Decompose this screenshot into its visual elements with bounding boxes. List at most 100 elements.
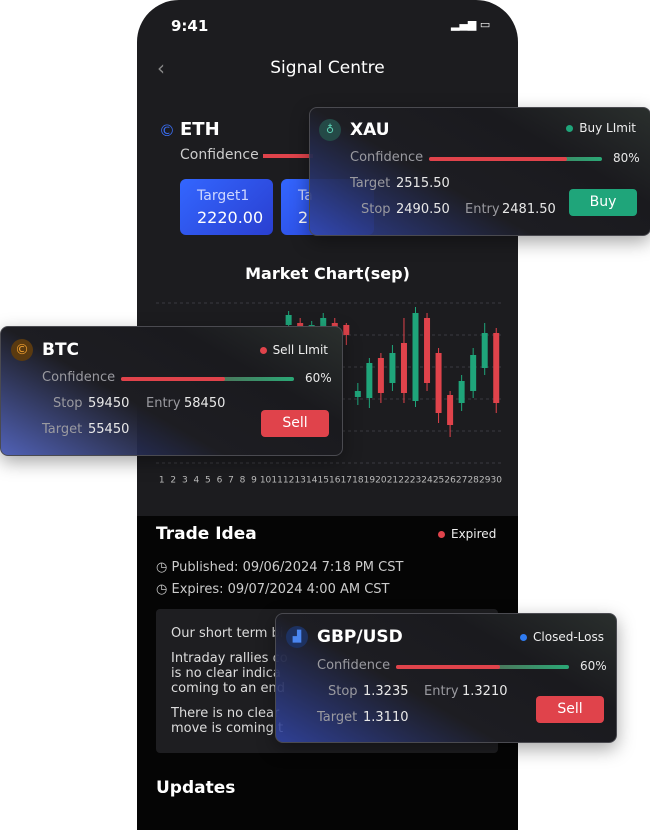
- x-tick-label: 14: [306, 476, 318, 486]
- stop-value: 1.3235: [363, 684, 409, 699]
- x-tick-label: 17: [341, 476, 352, 486]
- confidence-track: [429, 157, 602, 161]
- symbol-icon: ©: [11, 339, 33, 361]
- entry-label: Entry: [146, 396, 181, 411]
- target-label: Target: [350, 176, 391, 191]
- candle-body: [343, 325, 350, 335]
- x-tick-label: 29: [479, 476, 491, 486]
- idea-line: is no clear indica: [171, 666, 281, 681]
- x-tick-label: 6: [217, 476, 223, 486]
- symbol-icon: ▟: [286, 626, 308, 648]
- target-value: 2515.50: [396, 176, 450, 191]
- confidence-value: 60%: [580, 659, 607, 673]
- eth-confidence-bar: [263, 154, 313, 158]
- eth-icon: ©: [159, 121, 175, 140]
- status-text: Expired: [451, 527, 497, 541]
- x-tick-label: 22: [398, 476, 409, 486]
- entry-label: Entry: [424, 684, 459, 699]
- status: Closed-Loss: [520, 630, 604, 644]
- confidence-track: [121, 377, 294, 381]
- candle-body: [389, 353, 396, 383]
- candle-body: [424, 318, 431, 383]
- x-tick-label: 5: [205, 476, 211, 486]
- status-text: Sell LImit: [272, 343, 328, 357]
- x-tick-label: 15: [318, 476, 329, 486]
- status-text: Buy LImit: [579, 121, 636, 135]
- confidence-value: 80%: [613, 151, 640, 165]
- candle-body: [447, 395, 454, 425]
- confidence-value: 60%: [305, 371, 332, 385]
- x-tick-label: 13: [294, 476, 305, 486]
- target-label: Target: [42, 422, 83, 437]
- target-label: Target1: [197, 188, 250, 204]
- target-value: 2: [298, 208, 309, 227]
- x-tick-label: 30: [491, 476, 503, 486]
- x-tick-label: 8: [240, 476, 246, 486]
- candle-body: [435, 353, 442, 413]
- signal-card[interactable]: © BTC Sell LImit Confidence 60% Stop 594…: [0, 326, 343, 456]
- x-tick-label: 19: [364, 476, 376, 486]
- updates-title: Updates: [156, 778, 236, 798]
- idea-line: Intraday rallies co: [171, 651, 288, 666]
- idea-line: Our short term bi: [171, 626, 284, 641]
- header-title: Signal Centre: [270, 58, 385, 78]
- eth-target[interactable]: Target1 2220.00: [180, 179, 273, 235]
- confidence-label: Confidence: [317, 658, 391, 673]
- stop-value: 59450: [88, 396, 130, 411]
- candle-body: [412, 313, 419, 401]
- stop-value: 2490.50: [396, 202, 450, 217]
- x-tick-label: 28: [467, 476, 479, 486]
- x-tick-label: 3: [182, 476, 188, 486]
- x-tick-label: 24: [421, 476, 433, 486]
- published: ◷ Published: 09/06/2024 7:18 PM CST: [156, 560, 404, 575]
- x-tick-label: 20: [375, 476, 387, 486]
- symbol: GBP/USD: [317, 627, 403, 647]
- buy-button[interactable]: Buy: [569, 189, 637, 216]
- idea-paragraph: Intraday rallies co is no clear indica com…: [171, 651, 288, 696]
- stop-label: Stop: [328, 684, 358, 699]
- idea-line: move is coming t: [171, 721, 284, 736]
- target-label: Target: [317, 710, 358, 725]
- back-button[interactable]: ‹: [157, 56, 165, 80]
- chart-title: Market Chart(sep): [245, 264, 410, 283]
- candle-body: [458, 381, 465, 403]
- x-tick-label: 2: [170, 476, 176, 486]
- candle-body: [377, 358, 384, 393]
- entry-value: 1.3210: [462, 684, 508, 699]
- status: Sell LImit: [259, 343, 328, 357]
- symbol: XAU: [350, 120, 390, 140]
- status-icons: ▂▄▆ ▭: [451, 18, 491, 31]
- entry-label: Entry: [465, 202, 500, 217]
- candle-body: [481, 333, 488, 368]
- candle-body: [470, 355, 477, 391]
- x-tick-label: 21: [387, 476, 398, 486]
- confidence-track: [396, 665, 569, 669]
- candle-chart: 1 2 3 4 5 6 7 8 9 10 11 12 13 14 15 16 17 18 19 20 21 22 23 24 2…: [156, 302, 503, 486]
- sell-button[interactable]: Sell: [536, 696, 604, 723]
- x-tick-label: 23: [410, 476, 421, 486]
- x-tick-label: 26: [444, 476, 456, 486]
- confidence-bar: [396, 665, 500, 669]
- candle-body: [493, 333, 500, 403]
- idea-paragraph: There is no clear move is coming t: [171, 706, 283, 736]
- idea-line: coming to an end: [171, 681, 286, 696]
- candle-body: [320, 318, 327, 333]
- signal-card[interactable]: ♁ XAU Buy LImit Confidence 80% Target 25…: [309, 107, 650, 236]
- trade-idea-status: Expired: [438, 527, 496, 541]
- candle-body: [366, 363, 373, 398]
- status: Buy LImit: [566, 121, 636, 135]
- eth-confidence-label: Confidence: [180, 147, 259, 163]
- stop-label: Stop: [361, 202, 391, 217]
- sell-button[interactable]: Sell: [261, 410, 329, 437]
- expires: ◷ Expires: 09/07/2024 4:00 AM CST: [156, 582, 390, 597]
- candle-body: [285, 315, 292, 325]
- target-value: 1.3110: [363, 710, 409, 725]
- expires-text: Expires: 09/07/2024 4:00 AM CST: [171, 582, 390, 597]
- x-tick-label: 7: [228, 476, 234, 486]
- signal-card[interactable]: ▟ GBP/USD Closed-Loss Confidence 60% Sto…: [275, 613, 617, 743]
- trade-idea-title: Trade Idea: [156, 524, 257, 544]
- candle-body: [400, 343, 407, 393]
- x-tick-label: 11: [271, 476, 282, 486]
- confidence-label: Confidence: [350, 150, 424, 165]
